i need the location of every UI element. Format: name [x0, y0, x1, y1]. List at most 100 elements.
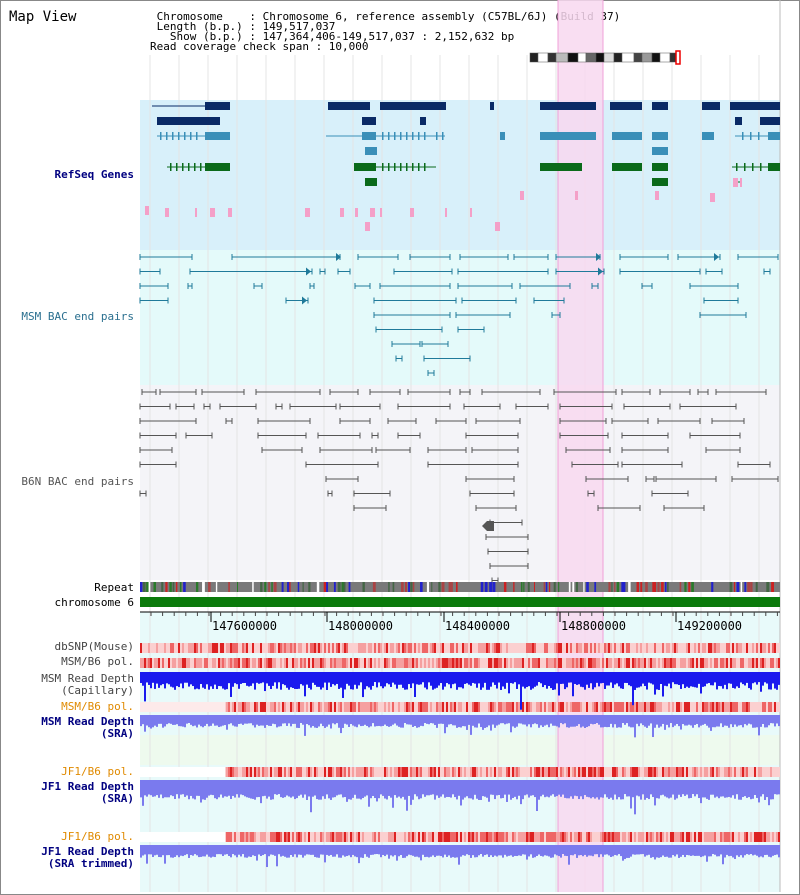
jf1-depth-trim-bar [704, 845, 706, 856]
jf1-depth-trim-bar [738, 845, 740, 857]
jf1-b6-pol-strip-2-cell [580, 832, 582, 842]
jf1-depth-trim-bar [706, 845, 708, 862]
jf1-b6-pol-label-2[interactable]: JF1/B6 pol. [61, 830, 134, 843]
msm-b6-pol-strip-cell [280, 658, 282, 668]
refseq-gene-row5-exon [188, 163, 190, 171]
msm-b6-pol-strip-2-cell [234, 702, 236, 712]
msm-b6-pol-strip-cell [582, 658, 584, 668]
jf1-depth-trim-bar [294, 845, 296, 855]
msm-depth-capillary-bar [438, 672, 440, 686]
jf1-b6-pol-strip-2-cell [350, 832, 352, 842]
msm-depth-sra-bar [348, 715, 350, 727]
jf1-b6-pol-strip-2-cell [432, 832, 434, 842]
msm-read-depth-capillary-label[interactable]: MSM Read Depth [41, 672, 134, 685]
refseq-gene-row3-exon [612, 132, 642, 140]
msm-bac-track-label[interactable]: MSM BAC end pairs [21, 310, 134, 323]
msm-depth-sra-bar [570, 715, 572, 727]
jf1-b6-pol-strip-2-cell [552, 832, 554, 842]
dbsnp-track-label[interactable]: dbSNP(Mouse) [54, 640, 134, 653]
ideogram-position-marker [675, 50, 681, 65]
jf1-depth-sra-bar [276, 780, 278, 795]
jf1-b6-pol-strip-2-cell [262, 832, 264, 842]
jf1-b6-pol-strip-2-cell [372, 832, 374, 842]
jf1-b6-pol-strip-2-cell [308, 832, 310, 842]
jf1-b6-pol-strip-cell [406, 767, 408, 777]
jf1-b6-pol-strip-2-cell [766, 832, 768, 842]
jf1-depth-trim-bar [688, 845, 690, 856]
jf1-depth-trim-bar [498, 845, 500, 856]
msm-depth-capillary-bar [606, 672, 608, 686]
msm-b6-pol-strip-cell [594, 658, 596, 668]
msm-b6-pol-strip-cell [760, 658, 762, 668]
repeat-element [236, 582, 239, 592]
repeat-element [545, 582, 548, 592]
msm-depth-capillary-bar [548, 672, 550, 687]
msm-b6-pol-strip-2-cell [602, 702, 604, 712]
dbsnp-strip-cell [622, 643, 624, 653]
msm-depth-capillary-bar [422, 672, 424, 683]
dbsnp-strip-cell [576, 643, 578, 653]
refseq-small-feature [380, 208, 382, 217]
jf1-b6-pol-strip-cell [370, 767, 372, 777]
jf1-b6-pol-strip-cell [710, 767, 712, 777]
jf1-b6-pol-strip-2-cell [450, 832, 452, 842]
msm-depth-capillary-bar [228, 672, 230, 684]
msm-b6-pol-strip-cell [142, 658, 144, 668]
jf1-depth-trim-bar [594, 845, 596, 855]
msm-b6-pol-label-1[interactable]: MSM/B6 pol. [61, 655, 134, 668]
jf1-b6-pol-strip-cell [596, 767, 598, 777]
repeat-element [252, 582, 254, 592]
msm-b6-pol-strip-cell [432, 658, 434, 668]
msm-b6-pol-strip-cell [762, 658, 764, 668]
jf1-depth-sra-bar [632, 780, 634, 798]
jf1-read-depth-sra-label[interactable]: JF1 Read Depth [41, 780, 134, 793]
axis-tick-label: 148400000 [445, 619, 510, 633]
msm-depth-sra-bar [162, 715, 164, 728]
jf1-depth-trim-bar [374, 845, 376, 855]
jf1-b6-pol-strip-cell [262, 767, 264, 777]
jf1-b6-pol-strip-cell [340, 767, 342, 777]
jf1-read-depth-trim-label[interactable]: JF1 Read Depth [41, 845, 134, 858]
dbsnp-strip-cell [768, 643, 770, 653]
jf1-b6-pol-strip-2-cell [336, 832, 338, 842]
msm-read-depth-sra-label[interactable]: MSM Read Depth [41, 715, 134, 728]
msm-b6-pol-strip-2-cell [412, 702, 414, 712]
repeat-element [410, 582, 413, 592]
jf1-b6-pol-strip-2-cell [340, 832, 342, 842]
msm-b6-pol-strip-2-cell [616, 702, 618, 712]
msm-b6-pol-strip-cell [228, 658, 230, 668]
jf1-b6-pol-label-1[interactable]: JF1/B6 pol. [61, 765, 134, 778]
refseq-gene-row1-exon [328, 102, 370, 110]
msm-depth-sra-bar [522, 715, 524, 725]
dbsnp-strip-cell [570, 643, 572, 653]
refseq-track-label[interactable]: RefSeq Genes [54, 168, 134, 181]
msm-b6-pol-strip-cell [598, 658, 600, 668]
msm-b6-pol-strip-cell [624, 658, 626, 668]
msm-b6-pol-strip-cell [568, 658, 570, 668]
msm-b6-pol-strip-2-cell [742, 702, 744, 712]
msm-b6-pol-strip-cell [682, 658, 684, 668]
refseq-gene-row3-exon [382, 132, 384, 140]
jf1-b6-pol-strip-cell [742, 767, 744, 777]
dbsnp-strip-cell [606, 643, 608, 653]
axis-tick-label: 147600000 [212, 619, 277, 633]
jf1-depth-trim-bar [218, 845, 220, 855]
repeat-element [441, 582, 445, 592]
jf1-b6-pol-strip-cell [428, 767, 430, 777]
repeat-element [333, 582, 336, 592]
dbsnp-strip-cell [628, 643, 630, 653]
b6n-bac-track-label[interactable]: B6N BAC end pairs [21, 475, 134, 488]
jf1-b6-pol-strip-cell [256, 767, 258, 777]
jf1-b6-pol-strip-cell [338, 767, 340, 777]
msm-depth-sra-bar [444, 715, 446, 734]
jf1-b6-pol-strip-2-cell [614, 832, 616, 842]
msm-b6-pol-label-2[interactable]: MSM/B6 pol. [61, 700, 134, 713]
jf1-b6-pol-strip-2-cell [264, 832, 266, 842]
jf1-depth-trim-bar [662, 845, 664, 856]
jf1-depth-trim-bar [286, 845, 288, 858]
dbsnp-strip-cell [318, 643, 320, 653]
msm-depth-sra-bar [538, 715, 540, 728]
jf1-depth-sra-bar [446, 780, 448, 797]
jf1-b6-pol-strip-2-cell [750, 832, 752, 842]
